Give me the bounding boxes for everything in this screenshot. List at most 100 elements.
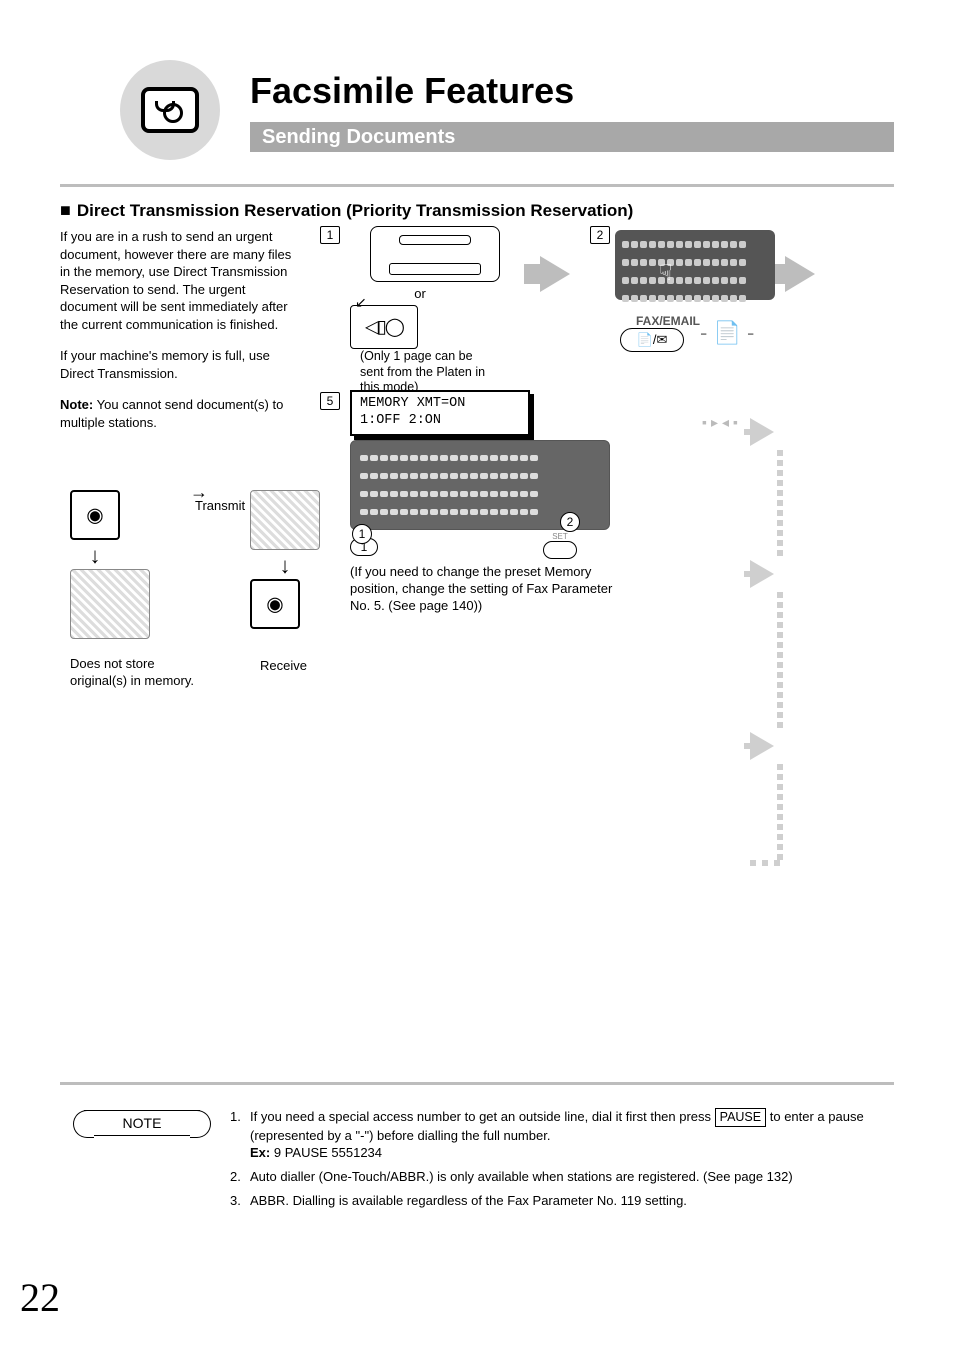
diagram-right-col: ↓ — [250, 490, 320, 632]
dot-icon — [777, 530, 783, 536]
note-item-3: 3. ABBR. Dialling is available regardles… — [230, 1192, 870, 1210]
bottom-separator — [60, 1082, 894, 1085]
dot-icon — [777, 602, 783, 608]
dot-icon — [777, 692, 783, 698]
note-item-1: 1. If you need a special access number t… — [230, 1108, 870, 1162]
or-label: or — [390, 286, 450, 301]
pages-icon: ◁▯◯ — [365, 317, 403, 338]
dot-icon — [777, 774, 783, 780]
note-heading-bubble: NOTE — [84, 1110, 200, 1136]
intro-p1: If you are in a rush to send an urgent d… — [60, 228, 300, 333]
dot-icon — [777, 652, 783, 658]
control-panel-icon: ☟ — [615, 230, 775, 300]
dot-icon — [777, 662, 783, 668]
platen-note: (Only 1 page can be sent from the Platen… — [360, 349, 490, 396]
dot-column — [720, 764, 840, 860]
dot-icon — [777, 592, 783, 598]
dot-icon — [777, 764, 783, 770]
intro-column: If you are in a rush to send an urgent d… — [60, 228, 300, 445]
arrow-down-icon: ↓ — [70, 543, 120, 569]
step-number-1: 1 — [320, 226, 340, 244]
flow-arrow-icon — [540, 256, 570, 292]
dot-icon — [777, 824, 783, 830]
notes-list: 1. If you need a special access number t… — [230, 1108, 870, 1215]
dot-icon — [750, 860, 756, 866]
note-number: 1. — [230, 1108, 241, 1126]
button-grid-icon — [621, 236, 769, 294]
device-icon — [250, 579, 300, 629]
fax-email-label: FAX/EMAIL — [636, 314, 700, 328]
preset-note: (If you need to change the preset Memory… — [350, 564, 630, 615]
set-button-icon — [543, 541, 577, 559]
dot-icon — [777, 794, 783, 800]
bullet-icon: ■ — [60, 200, 71, 220]
dot-icon — [777, 804, 783, 810]
dot-column — [720, 450, 840, 556]
dot-column — [720, 592, 840, 728]
dot-icon — [777, 622, 783, 628]
page: Facsimile Features Sending Documents ■Di… — [0, 0, 954, 1351]
arrow-right-icon: → — [190, 482, 208, 503]
fax-machine-icon — [250, 490, 320, 550]
dot-icon — [777, 672, 783, 678]
flow-arrow-icon — [750, 418, 774, 446]
memory-caption: Does not store original(s) in memory. — [70, 656, 200, 690]
set-button: SET — [540, 532, 580, 559]
pause-key-icon: PAUSE — [715, 1108, 766, 1127]
dot-icon — [777, 702, 783, 708]
intro-note: Note: You cannot send document(s) to mul… — [60, 396, 300, 431]
platen-icon — [370, 226, 500, 282]
example-label: Ex: — [250, 1145, 270, 1160]
insert-arrow-icon: ↙ — [355, 294, 367, 311]
example-value: 9 PAUSE 5551234 — [270, 1145, 382, 1160]
fax-email-button-icon: 📄/✉ — [620, 328, 684, 352]
lcd-display: MEMORY XMT=ON 1:OFF 2:ON — [350, 390, 530, 436]
dot-icon — [777, 510, 783, 516]
dot-icon — [777, 550, 783, 556]
dot-icon — [777, 612, 783, 618]
intro-p2: If your machine's memory is full, use Di… — [60, 347, 300, 382]
dot-icon: ▸ — [711, 414, 718, 431]
dot-icon — [777, 480, 783, 486]
dot-icon — [777, 540, 783, 546]
domain-logo — [120, 60, 220, 160]
note-number: 3. — [230, 1192, 241, 1210]
section-heading: ■ Direct Transmission Reservation (Priori… — [60, 200, 633, 221]
set-label: SET — [540, 532, 580, 541]
dot-icon — [777, 834, 783, 840]
dot-icon — [777, 784, 783, 790]
note-heading: NOTE — [123, 1115, 162, 1131]
dot-icon: ▪ — [702, 414, 707, 430]
flow-arrow-icon — [750, 732, 774, 760]
diagram-left-col: ↓ — [70, 490, 150, 642]
dot-icon — [777, 642, 783, 648]
dot-icon — [777, 722, 783, 728]
dot-icon — [777, 814, 783, 820]
receive-label: Receive — [260, 658, 307, 673]
note-2: Auto dialler (One-Touch/ABBR.) is only a… — [250, 1169, 793, 1184]
top-separator — [60, 184, 894, 187]
section-heading-text: Direct Transmission Reservation (Priorit… — [77, 201, 633, 220]
dot-icon — [777, 470, 783, 476]
note-1a: If you need a special access number to g… — [250, 1109, 715, 1124]
arrow-down-icon: ↓ — [250, 553, 320, 579]
fax-glyph-icon — [141, 87, 199, 133]
dot-icon — [777, 632, 783, 638]
fax-machine-icon — [70, 569, 150, 639]
dot-icon — [777, 844, 783, 850]
step2-figure: ☟ — [615, 230, 775, 300]
note-text: You cannot send document(s) to multiple … — [60, 397, 283, 430]
flow-arrow-icon — [785, 256, 815, 292]
dot-icon — [777, 460, 783, 466]
dot-icon — [777, 520, 783, 526]
page-title: Facsimile Features — [250, 70, 574, 112]
dot-icon — [777, 682, 783, 688]
step-number-2: 2 — [590, 226, 610, 244]
right-flow — [720, 414, 840, 866]
note-3: ABBR. Dialling is available regardless o… — [250, 1193, 687, 1208]
flow-end-dots — [750, 860, 840, 866]
callout-circle-2: 2 — [560, 512, 580, 532]
note-item-2: 2. Auto dialler (One-Touch/ABBR.) is onl… — [230, 1168, 870, 1186]
adf-row: ↙ ◁▯◯ (Only 1 page can be sent from the … — [350, 305, 530, 396]
dot-icon — [774, 860, 780, 866]
